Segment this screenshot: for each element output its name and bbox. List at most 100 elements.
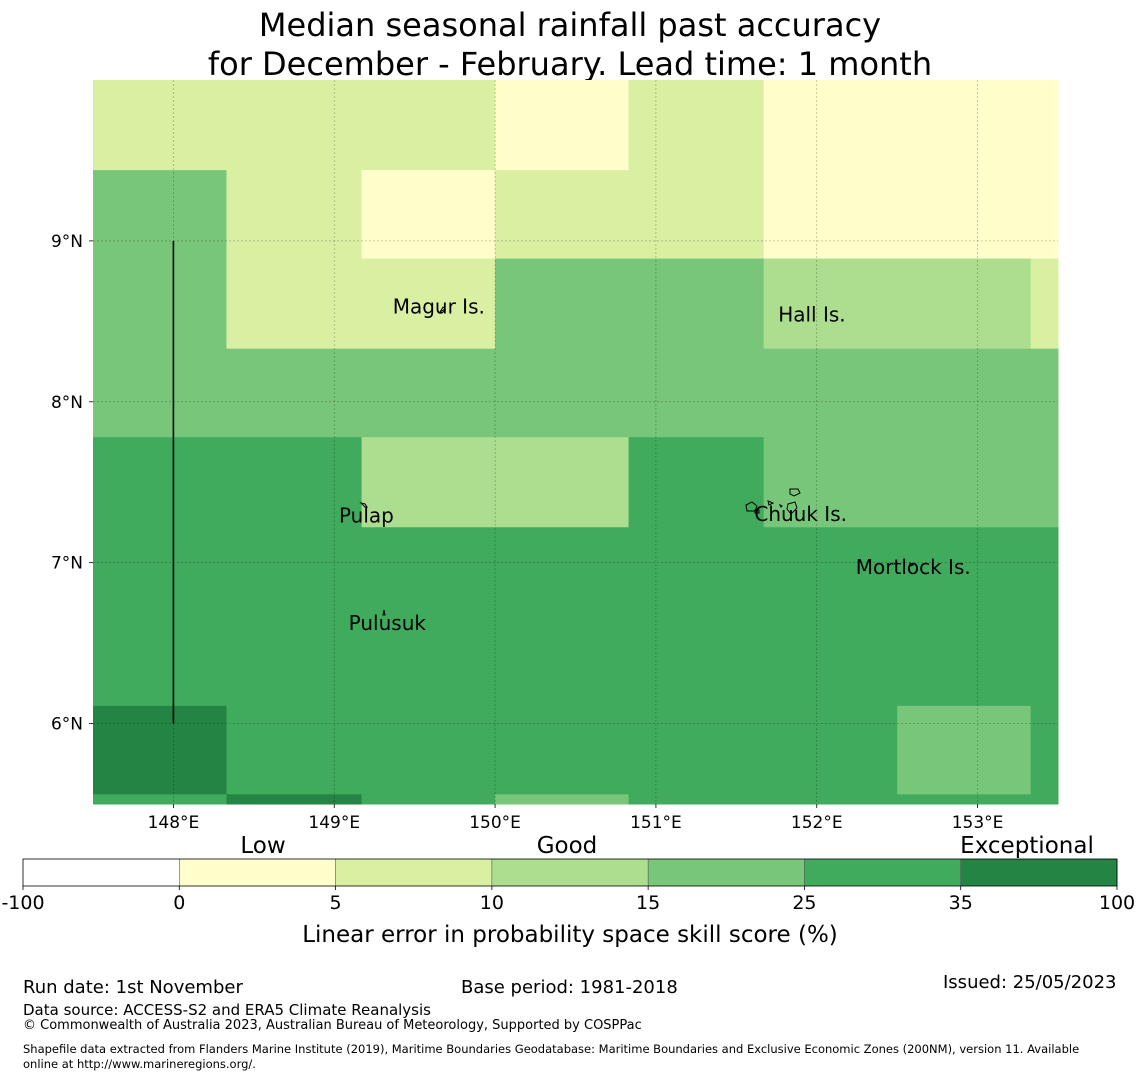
grid-cell <box>495 437 630 528</box>
grid-cell <box>361 170 496 260</box>
grid-cell <box>93 705 227 795</box>
grid-cell <box>93 170 227 260</box>
colorbar-segment <box>491 859 649 886</box>
grid-cell <box>361 80 496 171</box>
island-outline <box>767 500 775 506</box>
grid-cell <box>628 258 765 350</box>
grid-cell <box>361 258 496 350</box>
grid-cell <box>361 437 496 528</box>
grid-cell <box>226 705 363 795</box>
grid-cell <box>897 170 1032 260</box>
colorbar-tick-label: 10 <box>480 892 504 914</box>
grid-cell <box>1030 258 1059 350</box>
lon-tick-label: 153°E <box>952 813 1004 833</box>
shapefile-credit-line1: Shapefile data extracted from Flanders M… <box>23 1042 1080 1056</box>
colorbar-frame <box>22 858 1118 887</box>
grid-cell <box>763 794 898 805</box>
place-label: Magur Is. <box>393 294 485 318</box>
grid-cell <box>93 527 227 617</box>
colorbar-segment <box>179 859 337 886</box>
grid-cell <box>628 527 765 617</box>
rainfall-skill-map: Magur Is. Hall Is. Pulap Chuuk Is. Mortlock … <box>1 80 1135 948</box>
place-label: Hall Is. <box>778 302 845 326</box>
grid-cell <box>495 527 630 617</box>
colorbar-tick-label: 35 <box>949 892 973 914</box>
grid-cell <box>226 170 363 260</box>
grid-cell <box>361 794 496 805</box>
grid-cell <box>763 615 898 707</box>
grid-cell <box>628 794 765 805</box>
grid-cell <box>763 80 898 171</box>
grid-cells <box>93 80 1059 805</box>
grid-cell <box>226 437 363 528</box>
colorbar-segment <box>960 859 1118 886</box>
grid-cell <box>1030 348 1059 438</box>
grid-cell <box>93 437 227 528</box>
place-label: Pulap <box>339 503 394 527</box>
grid-cell <box>226 348 363 438</box>
grid-cell <box>897 615 1032 707</box>
grid-cell <box>495 705 630 795</box>
grid-cell <box>628 80 765 171</box>
grid-cell <box>897 80 1032 171</box>
colorbar-segment <box>335 859 493 886</box>
grid-cell <box>495 258 630 350</box>
grid-cell <box>93 80 227 171</box>
grid-cell <box>897 258 1032 350</box>
grid-cell <box>897 527 1032 617</box>
grid-cell <box>763 258 898 350</box>
grid-cell <box>226 80 363 171</box>
island-outline <box>745 501 758 512</box>
island-outline <box>789 488 801 497</box>
grid-cell <box>495 80 630 171</box>
grid-cell <box>361 705 496 795</box>
colorbar-category-label: Good <box>537 833 598 859</box>
lon-tick-label: 148°E <box>148 813 200 833</box>
grid-cell <box>1030 170 1059 260</box>
grid-cell <box>93 615 227 707</box>
grid-cell <box>495 615 630 707</box>
colorbar: -100 0 5 10 15 25 35 100 Low Good Exceptional Linea… <box>1 833 1135 948</box>
lon-tick-label: 152°E <box>791 813 843 833</box>
copyright: © Commonwealth of Australia 2023, Austra… <box>23 1018 642 1033</box>
grid-cell <box>897 437 1032 528</box>
place-label: Mortlock Is. <box>856 555 971 579</box>
colorbar-tick-label: 5 <box>330 892 342 914</box>
grid-cell <box>495 794 630 805</box>
grid-cell <box>763 705 898 795</box>
chart-title-line2: for December - February. Lead time: 1 mo… <box>207 45 933 83</box>
shapefile-credit-line2: online at http://www.marineregions.org/. <box>23 1057 256 1071</box>
colorbar-axis-label: Linear error in probability space skill … <box>302 922 838 948</box>
grid-cell <box>361 615 496 707</box>
grid-cell <box>1030 437 1059 528</box>
lon-tick-label: 150°E <box>469 813 521 833</box>
grid-cell <box>1030 705 1059 795</box>
grid-cell <box>1030 615 1059 707</box>
data-source: Data source: ACCESS-S2 and ERA5 Climate … <box>23 1001 431 1019</box>
colorbar-segment <box>648 859 805 886</box>
grid-cell <box>226 527 363 617</box>
chart-title-line1: Median seasonal rainfall past accuracy <box>258 6 882 44</box>
island-outline <box>382 609 386 616</box>
island-outline <box>786 501 798 515</box>
grid-cell <box>361 348 496 438</box>
colorbar-tick-label: 25 <box>792 892 816 914</box>
island-outlines <box>359 306 914 616</box>
grid-cell <box>628 437 765 528</box>
island-outline <box>778 503 783 508</box>
grid-cell <box>93 794 227 805</box>
island-outline <box>909 561 914 567</box>
graticule <box>93 80 1058 804</box>
grid-cell <box>763 527 898 617</box>
grid-cell <box>93 258 227 350</box>
colorbar-category-label: Low <box>240 833 285 859</box>
grid-cell <box>897 705 1032 795</box>
place-label: Pulusuk <box>349 611 427 635</box>
lat-tick-label: 7°N <box>51 554 83 574</box>
place-label: Chuuk Is. <box>754 502 847 526</box>
grid-cell <box>226 615 363 707</box>
colorbar-category-label: Exceptional <box>960 833 1094 859</box>
lat-tick-label: 9°N <box>51 232 83 252</box>
colorbar-tick-label: 100 <box>1099 892 1135 914</box>
grid-cell <box>897 348 1032 438</box>
